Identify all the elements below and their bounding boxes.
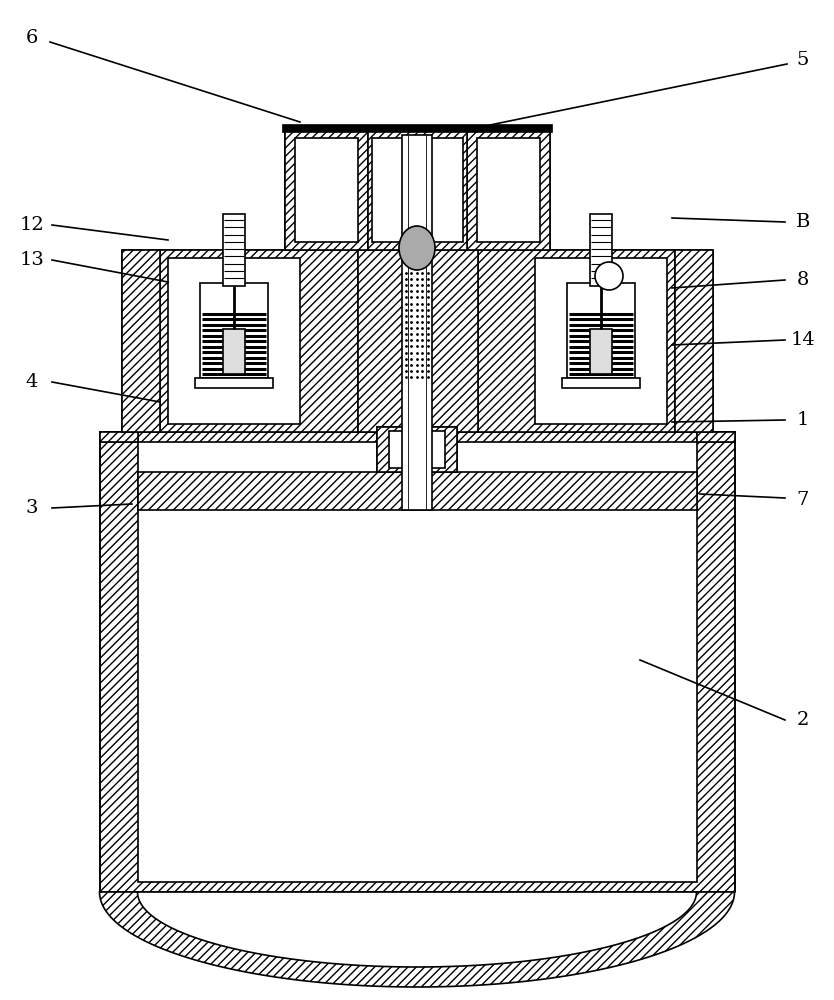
Bar <box>100 432 138 442</box>
Bar <box>100 432 735 892</box>
Bar <box>697 432 735 442</box>
Text: 13: 13 <box>19 251 44 269</box>
Text: 8: 8 <box>796 271 809 289</box>
Bar <box>295 138 358 242</box>
Bar <box>567 283 635 378</box>
Bar <box>535 258 667 424</box>
Bar <box>590 329 612 374</box>
Bar <box>138 472 697 510</box>
Bar <box>477 138 540 242</box>
Ellipse shape <box>399 226 435 270</box>
Bar <box>223 329 245 374</box>
Text: 3: 3 <box>26 499 38 517</box>
Bar <box>377 427 457 472</box>
Text: 2: 2 <box>796 711 809 729</box>
Polygon shape <box>138 892 697 967</box>
Text: 5: 5 <box>796 51 809 69</box>
Bar <box>389 431 445 468</box>
Bar <box>368 130 467 250</box>
Bar <box>402 135 432 510</box>
Text: 6: 6 <box>26 29 38 47</box>
Bar <box>195 378 273 388</box>
Bar <box>200 283 268 378</box>
Bar <box>358 250 478 432</box>
Text: 12: 12 <box>20 216 44 234</box>
Bar <box>138 442 697 882</box>
Text: 14: 14 <box>791 331 816 349</box>
Bar <box>562 378 640 388</box>
Bar <box>122 250 160 432</box>
Bar <box>160 250 675 432</box>
Bar <box>675 250 713 432</box>
Bar <box>168 258 300 424</box>
Bar <box>590 214 612 286</box>
Bar <box>697 432 735 442</box>
Text: B: B <box>796 213 810 231</box>
Bar <box>358 250 478 432</box>
Bar <box>467 130 550 250</box>
Bar <box>100 432 138 442</box>
Bar <box>372 138 463 242</box>
Bar <box>283 125 552 132</box>
Text: 7: 7 <box>796 491 809 509</box>
Text: 4: 4 <box>26 373 38 391</box>
Bar <box>377 427 457 472</box>
Text: 1: 1 <box>796 411 809 429</box>
Bar <box>223 214 245 286</box>
Circle shape <box>595 262 623 290</box>
Polygon shape <box>99 892 735 987</box>
Bar <box>285 130 368 250</box>
